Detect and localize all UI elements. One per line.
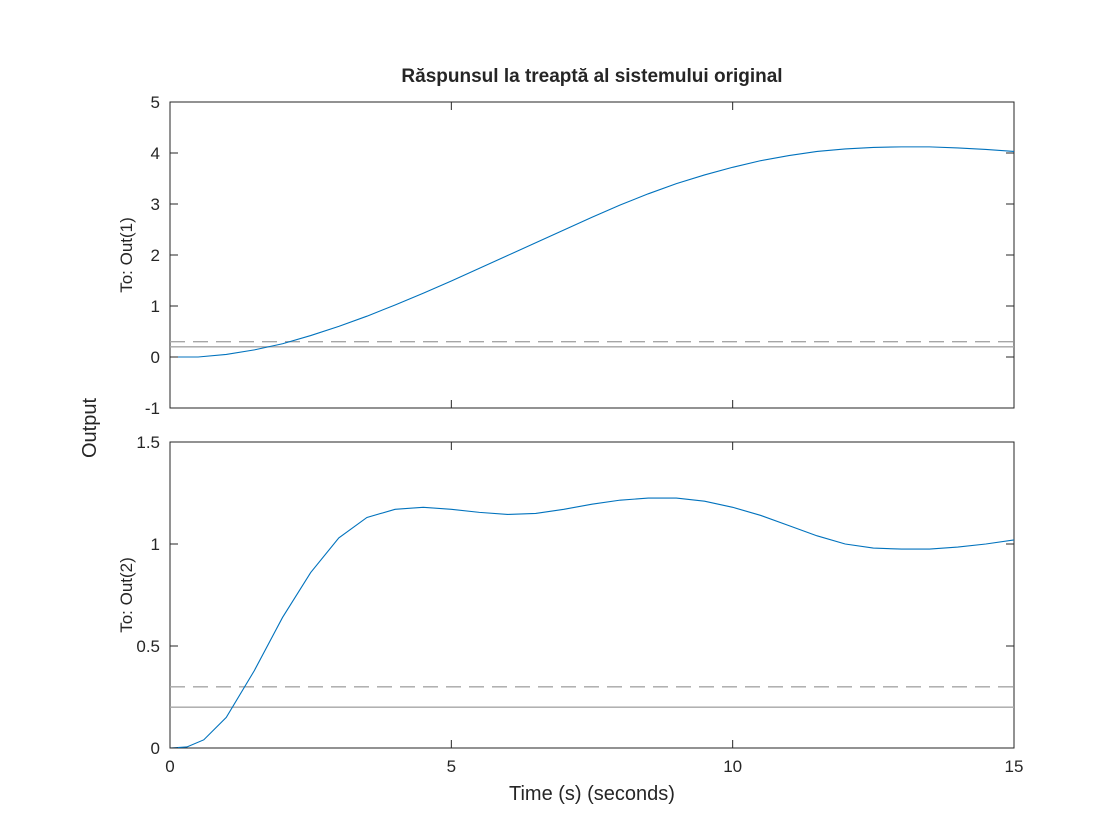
axes-frame-1: [169, 101, 1015, 409]
y-tick-label-1-4: 3: [151, 195, 160, 214]
x-tick-label-2: 10: [723, 757, 742, 776]
x-tick-label-3: 15: [1005, 757, 1024, 776]
y-axis-label: Output: [79, 398, 101, 458]
y-tick-label-1-0: -1: [145, 399, 160, 418]
y-tick-label-2-1: 0.5: [136, 637, 160, 656]
subplot-1: -1 0 1 2 3 4 5 To: Out(1): [117, 93, 1015, 418]
x-tick-label-1: 5: [447, 757, 456, 776]
axes-frame-2: [169, 441, 1015, 749]
axes-layer: -1 0 1 2 3 4 5 To: Out(1) 0 0.5 1 1.5 0 5 10 15 To: Out(…: [117, 93, 1023, 776]
x-tick-label-0: 0: [165, 757, 174, 776]
y-tick-label-2-0: 0: [151, 739, 160, 758]
chart-title: Răspunsul la treaptă al sistemului origi…: [401, 66, 782, 87]
subplot-ylabel-1: To: Out(1): [117, 217, 136, 293]
y-tick-label-2-2: 1: [151, 535, 160, 554]
y-tick-label-1-2: 1: [151, 297, 160, 316]
y-tick-label-1-6: 5: [151, 93, 160, 112]
x-axis-label: Time (s) (seconds): [509, 783, 675, 805]
y-tick-label-1-1: 0: [151, 348, 160, 367]
y-tick-label-2-3: 1.5: [136, 433, 160, 452]
y-tick-label-1-3: 2: [151, 246, 160, 265]
y-tick-label-1-5: 4: [151, 144, 160, 163]
series-line-1-1: [170, 146, 1014, 358]
subplot-ylabel-2: To: Out(2): [117, 557, 136, 633]
subplot-2: 0 0.5 1 1.5 0 5 10 15 To: Out(2): [117, 433, 1023, 776]
series-line-2-1: [170, 497, 1014, 748]
